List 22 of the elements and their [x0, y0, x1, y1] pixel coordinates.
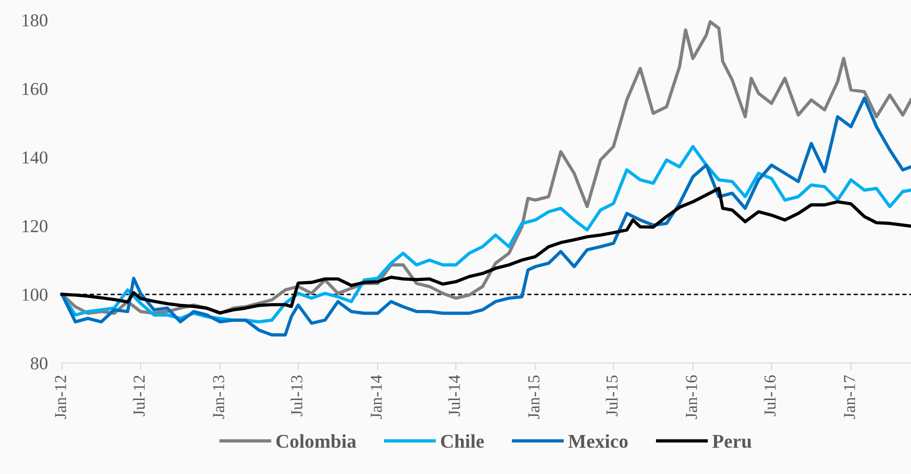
y-tick-label: 120	[22, 220, 48, 232]
x-tick-label: Jan-12	[54, 376, 66, 419]
y-tick-label: 100	[22, 288, 48, 301]
y-tick-label: 180	[22, 14, 48, 26]
x-tick-label: Jan-15	[528, 375, 540, 419]
x-tick-label: Jul-14	[448, 375, 460, 416]
y-tick-label: 160	[22, 82, 48, 96]
y-tick-label: 140	[22, 151, 48, 164]
x-tick-label: Jul-12	[133, 376, 145, 416]
line-series	[60, 96, 911, 336]
x-tick-label: Jan-16	[686, 375, 698, 419]
x-tick-label: Jan-17	[844, 375, 856, 419]
x-tick-label: Jan-13	[213, 375, 224, 419]
legend-label: Chile	[441, 434, 484, 448]
legend-label: Peru	[712, 434, 752, 448]
legend-label: Mexico	[568, 434, 628, 448]
x-tick-label: Jul-15	[606, 375, 618, 416]
x-tick-label: Jul-13	[290, 375, 302, 416]
x-tick-label: Jul-16	[764, 375, 776, 416]
y-tick-label: 80	[30, 357, 48, 370]
x-tick-label: Jan-14	[370, 375, 382, 419]
legend-label: Colombia	[276, 434, 356, 448]
